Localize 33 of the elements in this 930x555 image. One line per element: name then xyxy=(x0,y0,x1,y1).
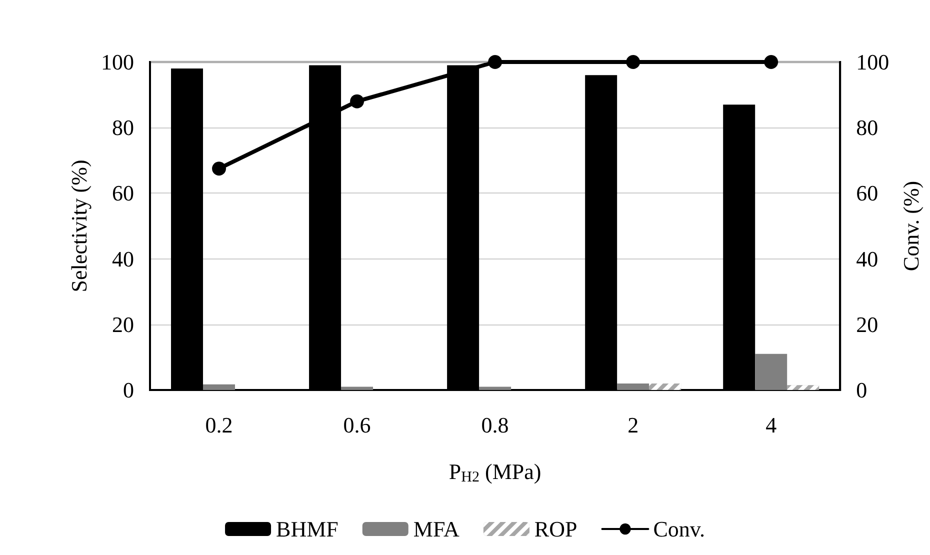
y2-tick-label: 20 xyxy=(856,312,878,337)
legend-label: ROP xyxy=(534,516,578,542)
y-tick-label: 100 xyxy=(101,50,134,74)
x-tick-label: 0.8 xyxy=(481,412,509,438)
y2-axis-title: Conv. (%) xyxy=(898,180,924,272)
y2-tick-label: 100 xyxy=(856,50,890,74)
x-tick-label: 2 xyxy=(628,412,639,438)
y-tick-label: 80 xyxy=(112,115,134,140)
point xyxy=(488,55,502,69)
y2-tick-label: 60 xyxy=(856,180,878,206)
point xyxy=(626,55,640,69)
bar xyxy=(617,383,650,390)
bar xyxy=(755,354,788,390)
y2-tick-label: 80 xyxy=(856,115,878,140)
legend-label: BHMF xyxy=(276,516,338,542)
y-tick-label: 0 xyxy=(123,378,134,402)
x-tick-label: 4 xyxy=(766,412,777,438)
x-tick-label: 0.2 xyxy=(205,412,233,438)
point xyxy=(212,162,226,176)
point xyxy=(764,55,778,69)
y-tick-label: 20 xyxy=(112,312,134,337)
bar xyxy=(479,386,512,390)
bar xyxy=(203,384,236,390)
point xyxy=(350,94,364,108)
y-tick-label: 60 xyxy=(112,180,134,206)
y2-tick-label: 40 xyxy=(856,246,878,272)
y-tick-label: 40 xyxy=(112,246,134,272)
legend-label: MFA xyxy=(413,516,460,542)
bar xyxy=(341,386,374,390)
x-tick-label: 0.6 xyxy=(343,412,371,438)
y-axis-title: Selectivity (%) xyxy=(66,160,92,292)
y2-tick-label: 0 xyxy=(856,378,868,402)
legend-label: Conv. xyxy=(653,516,705,542)
